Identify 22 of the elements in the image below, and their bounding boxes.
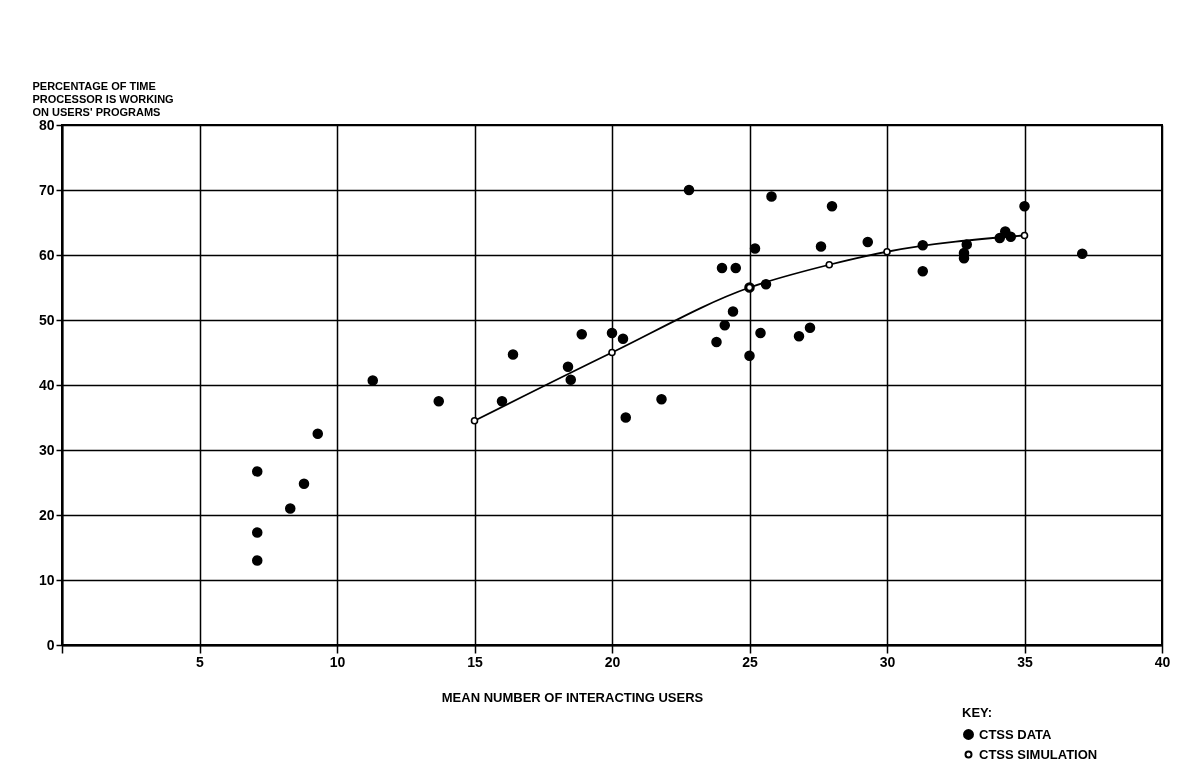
legend-title: KEY: xyxy=(962,705,993,720)
legend-label: CTSS SIMULATION xyxy=(979,746,1098,762)
x-tick-label: 35 xyxy=(1017,653,1033,670)
legend-label: CTSS DATA xyxy=(979,726,1053,742)
x-tick-label: 15 xyxy=(467,653,483,670)
y-tick-label: 50 xyxy=(38,311,55,328)
y-tick-label: 60 xyxy=(38,246,55,263)
x-tick-label: 5 xyxy=(196,653,205,670)
x-tick-label: 30 xyxy=(879,653,896,670)
x-tick-label: 40 xyxy=(1154,653,1171,670)
y-tick-label: 70 xyxy=(38,181,55,198)
y-tick-label: 0 xyxy=(46,636,55,653)
x-axis-title: MEAN NUMBER OF INTERACTING USERS xyxy=(441,689,704,705)
y-tick-label: 30 xyxy=(38,441,55,458)
y-tick-label: 20 xyxy=(38,506,55,523)
y-tick-label: 80 xyxy=(38,116,55,133)
y-axis-title: PERCENTAGE OF TIME PROCESSOR IS WORKING ON USERS' PROGRAMS xyxy=(32,79,174,118)
x-tick-label: 10 xyxy=(329,653,346,670)
y-tick-label: 10 xyxy=(38,571,55,588)
y-tick-label: 40 xyxy=(38,376,55,393)
x-tick-label: 25 xyxy=(742,653,758,670)
x-tick-label: 20 xyxy=(604,653,621,670)
